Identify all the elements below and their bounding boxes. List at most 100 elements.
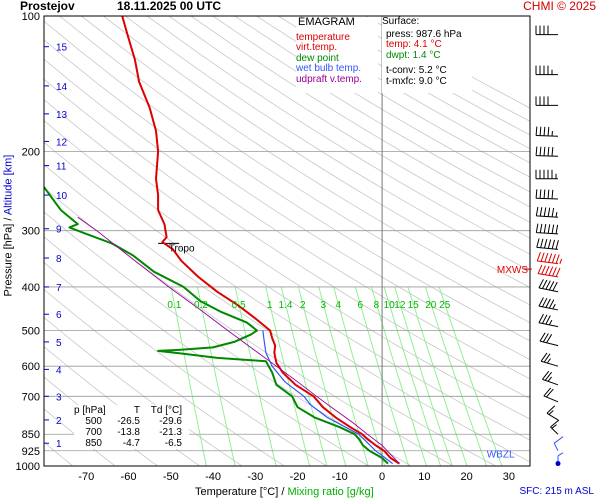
profile-line-temperature xyxy=(121,16,400,465)
altitude-tick-label: 15 xyxy=(56,43,68,54)
levels-cell-td: -21.3 xyxy=(159,427,182,438)
wind-barb-half-feather xyxy=(557,452,564,457)
wind-barb-feather xyxy=(541,297,548,308)
pressure-tick-label: 925 xyxy=(22,446,40,458)
surface-wind-dot xyxy=(555,461,561,467)
wind-barb-feather xyxy=(545,298,551,308)
wind-barb-shaft xyxy=(543,395,559,403)
surface-temp: temp: 4.1 °C xyxy=(386,39,442,50)
wind-barb-feather xyxy=(547,224,551,234)
temperature-tick-label: 20 xyxy=(460,471,472,483)
wind-barb-feather xyxy=(543,126,546,136)
levels-cell-p: 500 xyxy=(85,416,102,427)
legend-item-wet-bulb: wet bulb temp. xyxy=(296,63,362,74)
wind-barb-feather xyxy=(548,253,553,263)
altitude-tick-label: 13 xyxy=(56,110,68,121)
levels-row: 700 -13.8 -21.3 xyxy=(74,427,189,438)
surface-dwpt: dwpt: 1.4 °C xyxy=(386,49,441,61)
temperature-tick-label: -60 xyxy=(121,471,137,483)
wind-barb-shaft xyxy=(536,232,559,235)
wind-barb-shaft xyxy=(537,260,559,265)
wind-barb-shaft xyxy=(536,215,559,218)
wind-barb-feather xyxy=(555,224,559,234)
y-axis-label-pressure: Pressure [hPa] xyxy=(2,223,15,297)
temperature-tick-label: -10 xyxy=(332,471,348,483)
wind-barb-feather xyxy=(535,206,539,216)
wind-barb-shaft xyxy=(550,426,559,435)
wind-barb-feather xyxy=(551,147,554,157)
mixing-ratio-label: 20 xyxy=(425,300,437,311)
wind-barb-feather xyxy=(536,238,540,248)
altitude-tick-label: 1 xyxy=(56,439,62,450)
mixing-ratio-label: 12 xyxy=(394,300,406,311)
wind-barb-feather xyxy=(540,252,545,262)
mixing-ratio-label: 0.5 xyxy=(232,300,246,311)
mixing-ratio-label: 6 xyxy=(357,300,363,311)
tropopause-label: Tropo xyxy=(169,243,195,254)
wind-barb-feather xyxy=(543,353,551,363)
wind-barb-feather xyxy=(555,240,559,250)
wind-barb-feather xyxy=(551,239,556,249)
temperature-tick-label: -20 xyxy=(290,471,306,483)
surface-press: press: 987.6 hPa xyxy=(386,28,462,40)
wind-barb-feather xyxy=(540,352,548,362)
dry-adiabat-line xyxy=(212,16,530,208)
wind-barb-feather xyxy=(539,223,543,233)
temperature-tick-label: -30 xyxy=(247,471,263,483)
wind-barb-feather xyxy=(539,207,543,217)
temperature-tick-label: 30 xyxy=(503,471,515,483)
wind-barb-feather xyxy=(535,146,538,156)
temperature-tick-label: -50 xyxy=(163,471,179,483)
levels-header-row: p [hPa] T Td [°C] xyxy=(74,405,189,416)
dry-adiabat-line xyxy=(168,16,530,239)
wind-barb-feather xyxy=(545,315,551,325)
mixing-ratio-label: 0.2 xyxy=(194,300,208,311)
levels-header-td: Td [°C] xyxy=(150,405,182,416)
mxws-label: MXWS xyxy=(497,265,528,276)
wind-barb-feather xyxy=(544,371,553,381)
wind-barb-feather xyxy=(552,267,557,277)
wind-barb-shaft xyxy=(538,287,559,293)
altitude-tick-label: 11 xyxy=(56,162,67,173)
temperature-tick-label: -40 xyxy=(205,471,221,483)
wind-barb-shaft xyxy=(536,155,559,157)
levels-cell-td: -29.6 xyxy=(159,416,182,427)
wind-barb-half-feather xyxy=(552,303,556,310)
temperature-tick-label: 0 xyxy=(379,471,385,483)
levels-cell-p: 850 xyxy=(85,438,102,449)
mixing-ratio-label: 10 xyxy=(384,300,396,311)
pressure-tick-label: 300 xyxy=(22,226,40,238)
mixing-ratio-label: 1.4 xyxy=(278,300,292,311)
mixing-ratio-label: 3 xyxy=(320,300,326,311)
levels-header-p: p [hPa] xyxy=(74,405,106,416)
wbzl-label: WBZL xyxy=(487,449,515,460)
wind-barb-feather xyxy=(550,419,560,428)
wind-barb-shaft xyxy=(553,442,559,451)
pressure-tick-label: 700 xyxy=(22,391,40,403)
legend-title: EMAGRAM xyxy=(298,16,355,28)
wind-barb-feather xyxy=(544,265,550,276)
mixing-ratio-label: 15 xyxy=(408,300,420,311)
levels-cell-p: 700 xyxy=(85,427,102,438)
wind-barb-feather xyxy=(545,280,551,290)
wind-barb-half-feather xyxy=(548,410,554,415)
wind-barb-feather xyxy=(551,253,556,264)
wind-barb-feather xyxy=(546,388,554,398)
wind-barb-feather xyxy=(552,281,558,291)
profile-line-dew-point xyxy=(44,186,389,465)
altitude-tick-label: 3 xyxy=(56,392,62,403)
legend-item-updraft: udpraft v.temp. xyxy=(296,73,362,85)
wind-barb-feather xyxy=(546,334,553,344)
legend-item-virt-temp: virt.temp. xyxy=(296,42,338,53)
pressure-tick-label: 200 xyxy=(22,146,40,158)
x-axis-label-mixing: Mixing ratio [g/kg] xyxy=(287,486,374,498)
plot-lines-group xyxy=(44,16,530,466)
pressure-tick-label: 100 xyxy=(22,11,40,23)
wind-barb-feather xyxy=(548,281,555,291)
altitude-tick-label: 7 xyxy=(56,283,62,294)
x-axis-label-temperature: Temperature [°C] xyxy=(195,486,279,498)
wind-barb-shaft xyxy=(541,360,559,367)
surface-altitude: SFC: 215 m ASL xyxy=(519,486,594,497)
dry-adiabat-line xyxy=(146,16,530,255)
wind-barb-feather xyxy=(551,207,555,217)
